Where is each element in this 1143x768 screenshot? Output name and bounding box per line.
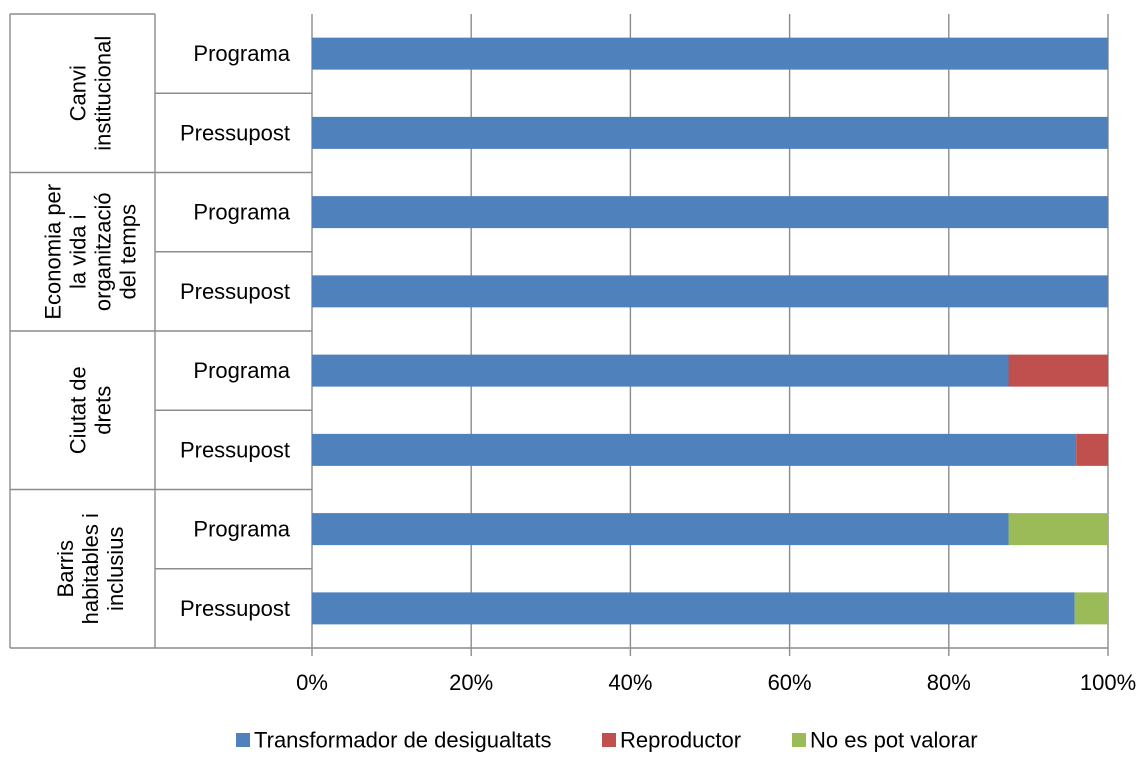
group-label: Economia perla vida iorganitzaciódel tem…	[41, 184, 141, 320]
bar-segment-no-valorar	[1074, 592, 1108, 625]
category-label: Pressupost	[180, 596, 290, 621]
bar-segment-transformador	[312, 513, 1009, 546]
group-label-line: inclusius	[103, 527, 128, 611]
category-label: Programa	[193, 517, 290, 542]
category-label: Pressupost	[180, 279, 290, 304]
category-label: Programa	[193, 41, 290, 66]
legend-label: No es pot valorar	[810, 728, 978, 753]
x-tick-label: 100%	[1080, 670, 1136, 695]
group-label-line: la vida i	[66, 214, 91, 289]
category-label: Pressupost	[180, 120, 290, 145]
group-label-line: Canvi	[66, 65, 91, 121]
group-label: Canviinstitucional	[66, 36, 116, 151]
group-label-line: institucional	[91, 36, 116, 151]
group-label-line: Economia per	[41, 184, 66, 320]
x-tick-label: 0%	[296, 670, 328, 695]
x-tick-label: 20%	[449, 670, 493, 695]
group-label: Barrishabitables iinclusius	[53, 513, 128, 624]
bar-segment-transformador	[312, 592, 1075, 625]
x-tick-label: 80%	[927, 670, 971, 695]
x-tick-label: 60%	[768, 670, 812, 695]
group-label-line: Barris	[53, 540, 78, 597]
legend-swatch	[602, 733, 616, 747]
group-label: Ciutat dedrets	[66, 366, 116, 454]
legend-swatch	[236, 733, 250, 747]
category-label: Programa	[193, 200, 290, 225]
legend-label: Transformador de desigualtats	[254, 728, 552, 753]
group-label-line: Ciutat de	[66, 366, 91, 454]
legend-label: Reproductor	[620, 728, 741, 753]
bar-segment-transformador	[312, 37, 1108, 70]
bar-segment-reproductor	[1076, 433, 1108, 466]
x-tick-label: 40%	[608, 670, 652, 695]
group-label-line: organització	[91, 192, 116, 311]
bar-segment-transformador	[312, 275, 1108, 308]
group-label-line: drets	[91, 386, 116, 435]
category-label: Programa	[193, 358, 290, 383]
group-label-line: habitables i	[78, 513, 103, 624]
bar-segment-reproductor	[1008, 354, 1108, 387]
bar-segment-transformador	[312, 354, 1009, 387]
bar-segment-transformador	[312, 116, 1108, 149]
bar-segment-transformador	[312, 433, 1077, 466]
legend-swatch	[792, 733, 806, 747]
bar-segment-transformador	[312, 196, 1108, 229]
group-label-line: del temps	[116, 204, 141, 299]
category-label: Pressupost	[180, 437, 290, 462]
bar-segment-no-valorar	[1008, 513, 1108, 546]
